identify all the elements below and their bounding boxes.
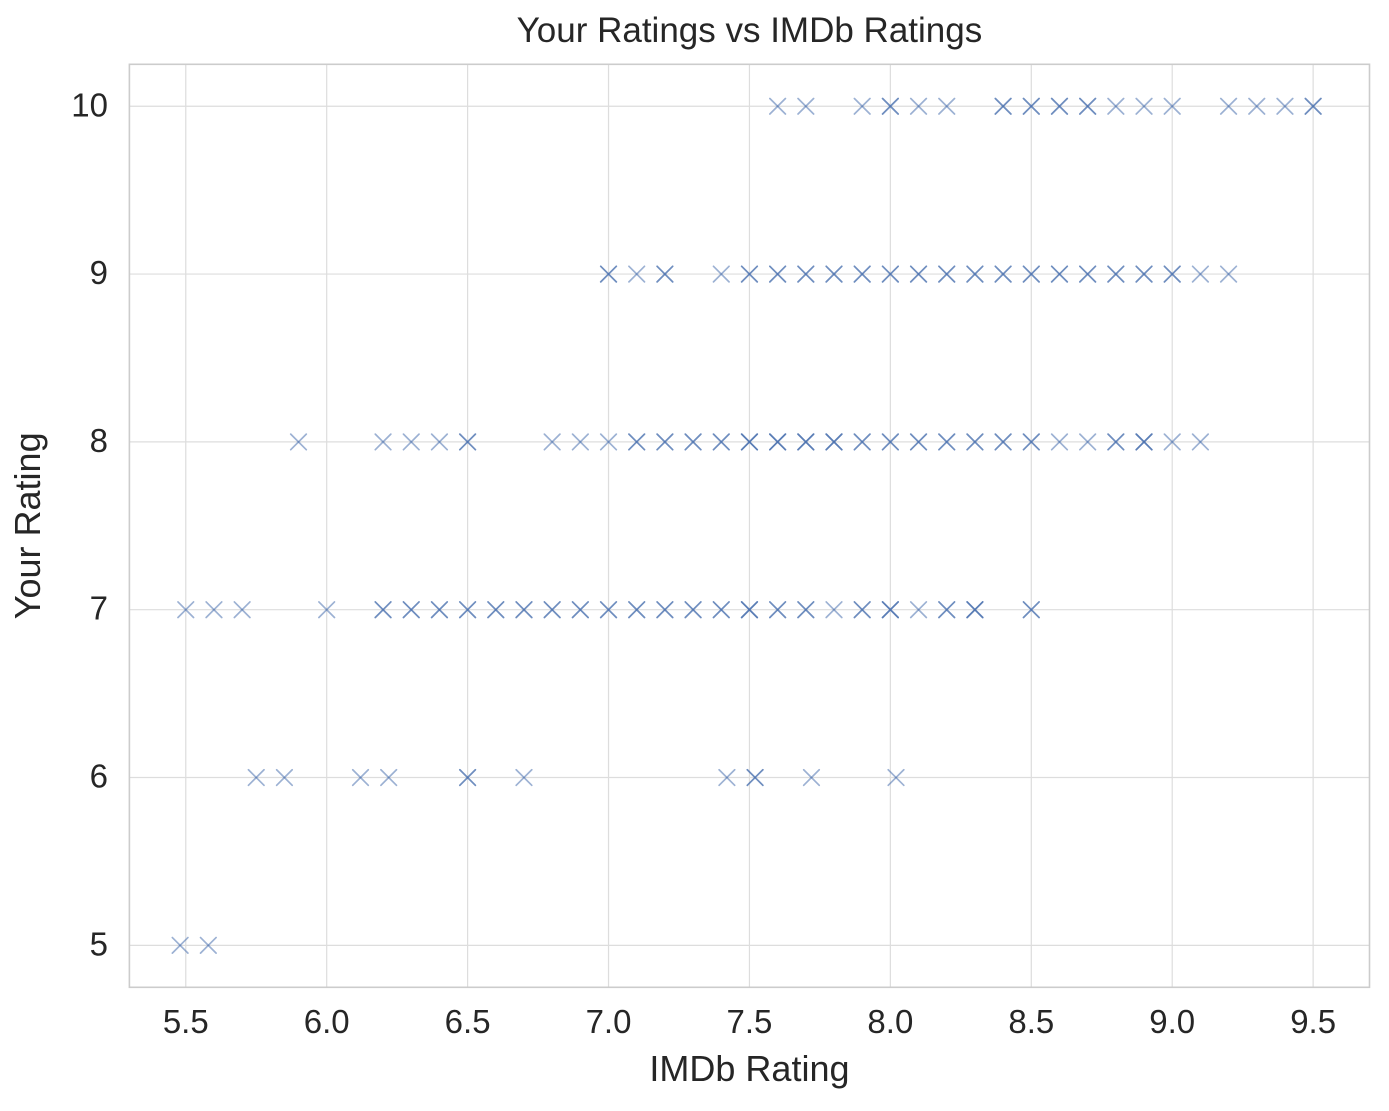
svg-text:6.0: 6.0 [304, 1003, 350, 1040]
svg-text:6.5: 6.5 [445, 1003, 491, 1040]
svg-text:5: 5 [90, 925, 108, 962]
svg-text:10: 10 [71, 86, 108, 123]
svg-text:IMDb Rating: IMDb Rating [649, 1048, 849, 1089]
svg-text:9: 9 [90, 254, 108, 291]
svg-text:Your Ratings vs IMDb Ratings: Your Ratings vs IMDb Ratings [517, 11, 983, 50]
svg-text:7.0: 7.0 [586, 1003, 632, 1040]
svg-text:8: 8 [90, 422, 108, 459]
svg-text:7: 7 [90, 590, 108, 627]
svg-text:8.5: 8.5 [1008, 1003, 1054, 1040]
svg-text:7.5: 7.5 [727, 1003, 773, 1040]
svg-text:6: 6 [90, 758, 108, 795]
svg-text:5.5: 5.5 [163, 1003, 209, 1040]
svg-text:9.0: 9.0 [1149, 1003, 1195, 1040]
svg-text:8.0: 8.0 [867, 1003, 913, 1040]
svg-text:9.5: 9.5 [1290, 1003, 1336, 1040]
svg-text:Your Rating: Your Rating [7, 432, 48, 619]
